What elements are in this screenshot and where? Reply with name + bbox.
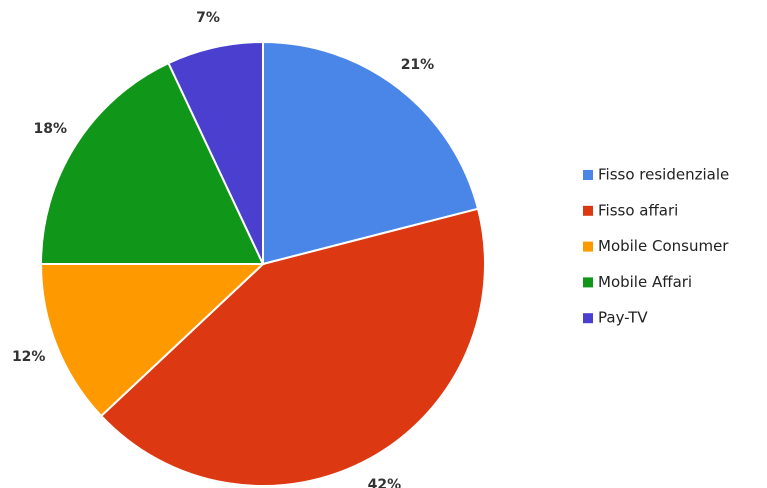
- data-label: 21%: [401, 57, 435, 73]
- data-label: 42%: [368, 477, 402, 488]
- legend-label: Fisso affari: [598, 201, 678, 219]
- legend-label: Mobile Affari: [598, 273, 692, 291]
- legend-label: Fisso residenziale: [598, 166, 729, 184]
- pie-slice: [99, 207, 486, 487]
- pie-slice: [39, 61, 265, 265]
- data-label: 18%: [33, 121, 67, 137]
- data-label: 7%: [196, 10, 220, 26]
- legend-label: Mobile Consumer: [598, 237, 729, 255]
- legend-swatch: [583, 241, 593, 252]
- pie-slice: [39, 263, 266, 418]
- legend-swatch: [583, 313, 593, 324]
- pie-slice: [167, 40, 264, 265]
- legend-swatch: [583, 277, 593, 288]
- legend-swatch: [583, 170, 593, 180]
- legend-swatch: [583, 205, 593, 216]
- pie-slice: [262, 40, 480, 266]
- data-label: 12%: [12, 349, 46, 365]
- legend-label: Pay-TV: [598, 309, 648, 327]
